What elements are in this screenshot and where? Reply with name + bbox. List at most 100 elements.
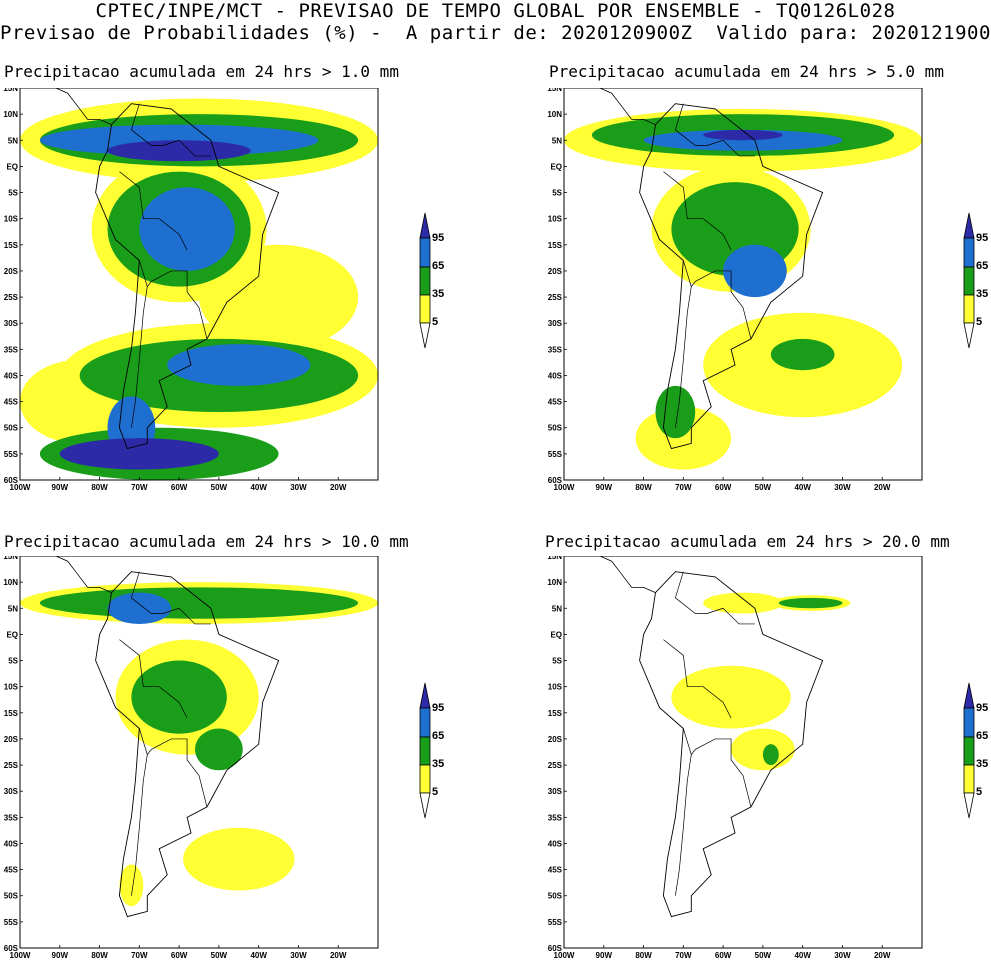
lat-label: 25S [548, 761, 563, 770]
probability-area [183, 827, 295, 891]
legend-swatch [419, 792, 431, 819]
country-border [722, 140, 755, 157]
lat-label: EQ [550, 630, 562, 639]
lon-label: 30W [834, 951, 851, 960]
lat-label: 40S [548, 839, 563, 848]
map-frame [19, 556, 379, 949]
lat-label: 15S [4, 709, 19, 718]
map-panel-3: 15N 10N 5N EQ 5S 10S 15S 20S 25S 30S 35S 40S 45S 50S 5… [3, 556, 379, 960]
probability-area [39, 587, 359, 619]
lat-label: 5N [552, 136, 562, 145]
lat-label: 35S [4, 345, 19, 354]
panel-title-10mm: Precipitacao acumulada em 24 hrs > 10.0 … [4, 532, 409, 551]
central-america-coast [599, 88, 656, 125]
legend-swatch [419, 764, 431, 794]
probability-area [39, 124, 319, 156]
lon-label: 40W [250, 951, 267, 960]
legend-level-label: 35 [976, 758, 988, 770]
lat-label: EQ [6, 630, 18, 639]
lon-label: 80W [635, 951, 652, 960]
lat-label: 5N [8, 136, 18, 145]
central-america-coast [55, 556, 112, 593]
country-border [722, 608, 755, 625]
lat-label: 20S [4, 735, 19, 744]
lon-label: 90W [52, 483, 69, 492]
country-border [130, 571, 180, 614]
lat-label: 10S [4, 683, 19, 692]
lon-label: 60W [171, 483, 188, 492]
lon-label: 30W [834, 483, 851, 492]
lat-label: 50S [548, 424, 563, 433]
lat-label: 10S [548, 683, 563, 692]
panel-title-5mm: Precipitacao acumulada em 24 hrs > 5.0 m… [549, 62, 944, 81]
lat-label: 60S [548, 476, 563, 485]
central-america-coast [55, 88, 112, 125]
lon-label: 20W [330, 951, 347, 960]
legend-colorbar-4: 5 35 65 95 [963, 682, 988, 819]
country-border [131, 286, 148, 428]
legend-level-label: 95 [976, 232, 988, 244]
country-border [674, 103, 724, 146]
country-border [682, 728, 752, 807]
country-border [663, 639, 732, 719]
legend-colorbar-2: 5 35 65 95 [963, 212, 988, 349]
lat-label: 20S [548, 735, 563, 744]
legend-swatch [963, 237, 975, 268]
legend-colorbar-3: 5 35 65 95 [419, 682, 444, 819]
lat-label: 15N [3, 88, 18, 93]
probability-area [195, 728, 243, 771]
lat-label: 25S [548, 293, 563, 302]
legend-level-label: 35 [432, 288, 444, 300]
coastline [639, 571, 824, 918]
legend-level-label: 65 [432, 730, 444, 742]
lon-label: 70W [131, 951, 148, 960]
probability-area [703, 592, 783, 614]
lat-label: 55S [548, 450, 563, 459]
lon-label: 40W [794, 483, 811, 492]
lat-label: 40S [548, 371, 563, 380]
lon-label: 50W [755, 951, 772, 960]
legend-level-label: 95 [976, 702, 988, 714]
lat-label: 20S [4, 267, 19, 276]
probability-area [119, 864, 144, 907]
lat-label: 40S [4, 371, 19, 380]
lon-label: 60W [715, 951, 732, 960]
probability-area [770, 338, 835, 371]
subtitle: Previsao de Probabilidades (%) - A parti… [0, 22, 991, 44]
legend-level-label: 95 [432, 702, 444, 714]
country-border [119, 171, 188, 251]
lat-label: 5S [8, 189, 18, 198]
probability-area [703, 129, 783, 141]
lon-label: 30W [290, 951, 307, 960]
legend-swatch [963, 294, 975, 324]
lon-label: 90W [596, 483, 613, 492]
lon-label: 60W [715, 483, 732, 492]
legend-swatch [419, 294, 431, 324]
country-border [130, 103, 180, 146]
country-border [119, 639, 188, 719]
lat-label: 30S [548, 787, 563, 796]
lon-label: 30W [290, 483, 307, 492]
lon-label: 70W [131, 483, 148, 492]
lon-label: 20W [874, 951, 891, 960]
lon-label: 50W [755, 483, 772, 492]
lat-label: 45S [548, 398, 563, 407]
lat-label: 15S [548, 709, 563, 718]
lat-label: 20S [548, 267, 563, 276]
lon-label: 100W [10, 951, 31, 960]
legend-level-label: 35 [432, 758, 444, 770]
lat-label: 5N [552, 604, 562, 613]
map-panel-2: 15N 10N 5N EQ 5S 10S 15S 20S 25S 30S 35S 40S 45S 50S 5… [547, 88, 923, 492]
lat-label: 50S [4, 424, 19, 433]
lat-label: 35S [548, 345, 563, 354]
lon-label: 90W [596, 951, 613, 960]
legend-swatch [963, 707, 975, 738]
lat-label: 50S [4, 892, 19, 901]
lon-label: 70W [675, 951, 692, 960]
lat-label: 55S [548, 918, 563, 927]
map-frame [563, 556, 923, 949]
legend-swatch [963, 266, 975, 296]
lon-label: 60W [171, 951, 188, 960]
lat-label: 45S [4, 398, 19, 407]
legend-swatch [963, 792, 975, 819]
